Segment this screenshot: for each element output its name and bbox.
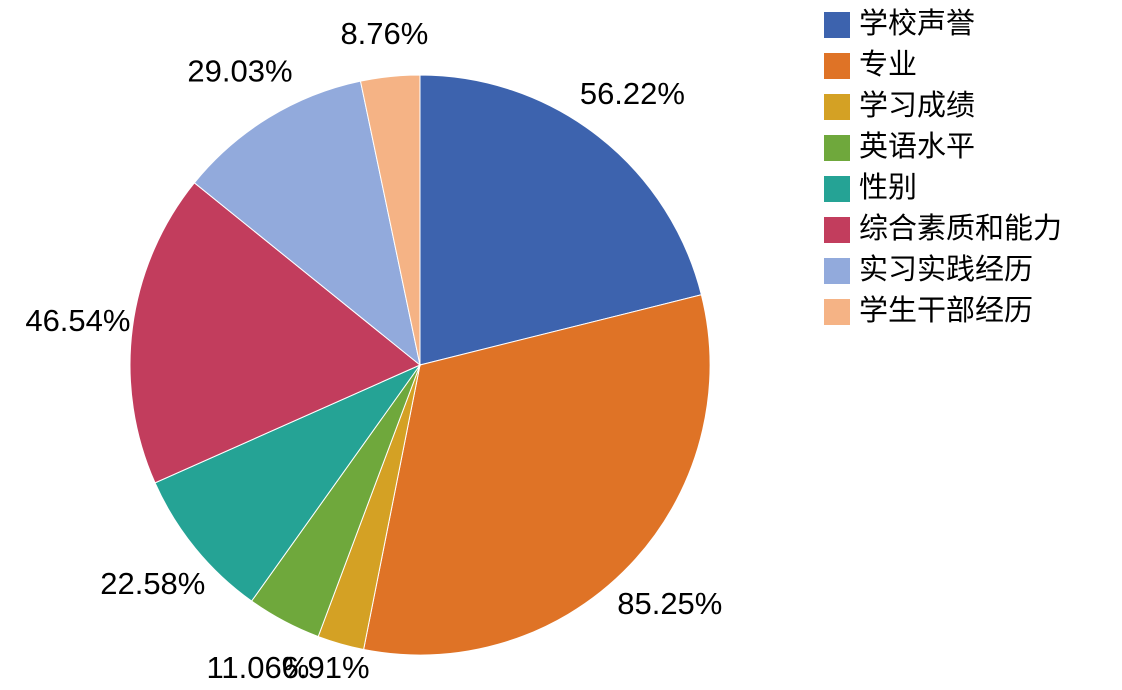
- legend-swatch-icon: [824, 175, 850, 202]
- slice-value-label-3: 11.06%: [206, 650, 309, 685]
- legend-label: 学校声誉: [859, 8, 976, 40]
- pie-slice-4: [154, 363, 422, 602]
- legend-label: 学习成绩: [859, 90, 976, 122]
- legend-item-5: 综合素质和能力: [824, 209, 1062, 250]
- slice-value-label-6: 29.03%: [187, 54, 292, 89]
- legend-label: 英语水平: [859, 131, 976, 163]
- slice-value-label-2: 6.91%: [282, 650, 370, 685]
- slice-value-label-1: 85.25%: [617, 586, 722, 621]
- legend-swatch-icon: [824, 257, 850, 284]
- legend-label: 学生干部经历: [859, 295, 1034, 327]
- slice-value-label-4: 22.58%: [100, 566, 205, 601]
- legend-item-0: 学校声誉: [824, 4, 1062, 45]
- legend-item-7: 学生干部经历: [824, 291, 1062, 332]
- legend-swatch-icon: [824, 298, 850, 325]
- pie-slice-6: [193, 80, 421, 367]
- slice-value-label-0: 56.22%: [580, 76, 685, 111]
- legend-label: 综合素质和能力: [859, 213, 1063, 245]
- chart-legend: 学校声誉专业学习成绩英语水平性别综合素质和能力 实习实践经历 学生干部经历: [824, 4, 1062, 332]
- pie-slice-0: [419, 74, 702, 366]
- legend-item-1: 专业: [824, 45, 1062, 86]
- legend-item-2: 学习成绩: [824, 86, 1062, 127]
- legend-label: 实习实践经历: [859, 254, 1034, 286]
- legend-swatch-icon: [824, 134, 850, 161]
- legend-label: 专业: [859, 49, 918, 81]
- legend-swatch-icon: [824, 216, 850, 243]
- pie-slice-1: [363, 294, 711, 656]
- legend-item-3: 英语水平: [824, 127, 1062, 168]
- slice-value-label-5: 46.54%: [25, 303, 130, 338]
- legend-item-4: 性别: [824, 168, 1062, 209]
- legend-swatch-icon: [824, 93, 850, 120]
- pie-slice-7: [359, 74, 421, 366]
- legend-label: 性别: [859, 172, 918, 204]
- legend-swatch-icon: [824, 11, 850, 38]
- legend-swatch-icon: [824, 52, 850, 79]
- slice-value-label-7: 8.76%: [340, 16, 428, 51]
- pie-slice-5: [129, 182, 421, 484]
- legend-item-6: 实习实践经历: [824, 250, 1062, 291]
